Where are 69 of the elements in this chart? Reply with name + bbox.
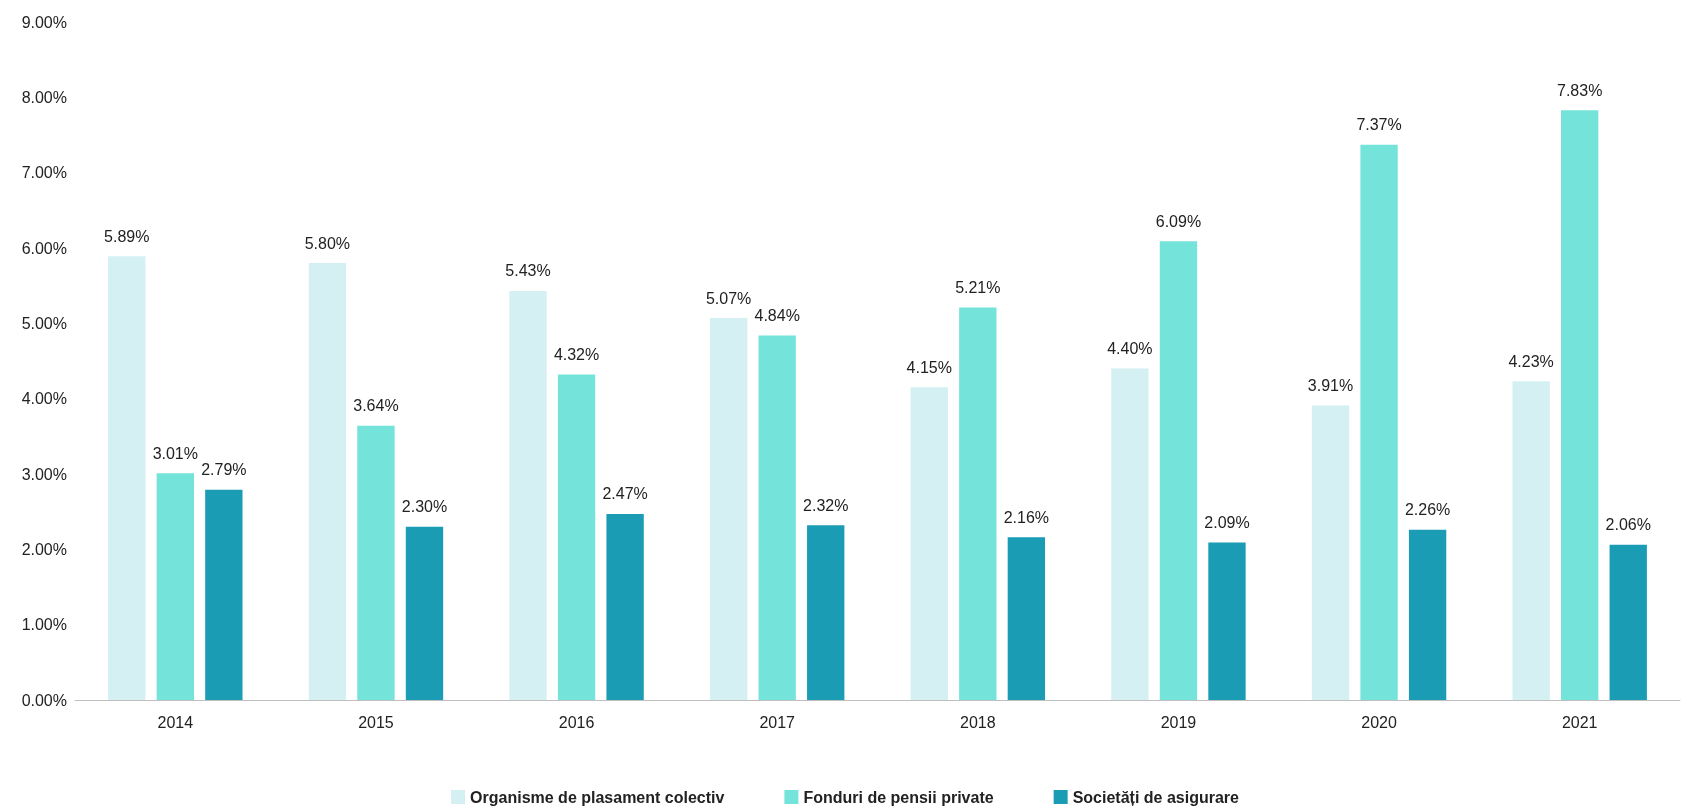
data-label: 4.23% [1508,352,1554,370]
x-tick-label: 2018 [960,713,996,731]
bar [910,387,948,700]
data-label: 4.40% [1107,340,1153,358]
data-label: 2.09% [1204,514,1250,532]
bar [205,489,243,700]
y-tick-label: 0.00% [21,691,67,709]
bar [606,513,644,700]
bar [1512,381,1550,700]
bar [807,525,845,700]
data-label: 4.84% [754,306,800,324]
x-tick-label: 2019 [1160,713,1197,731]
x-tick-label: 2016 [558,713,595,731]
bar [308,263,347,700]
data-label: 5.89% [104,227,150,245]
y-tick-label: 6.00% [21,239,67,257]
data-label: 2.47% [602,485,648,503]
bar [1208,542,1246,700]
y-tick-label: 3.00% [21,465,67,483]
bar [1609,544,1647,700]
x-tick-label: 2014 [157,713,194,731]
data-label: 4.15% [906,358,952,376]
legend-label: Societăți de asigurare [1072,788,1240,806]
legend-label: Fonduri de pensii private [803,788,994,806]
data-label: 5.21% [955,279,1001,297]
data-label: 7.83% [1557,81,1603,99]
bar [108,256,146,700]
data-label: 2.16% [1003,508,1050,526]
bar [1007,537,1046,700]
y-tick-label: 9.00% [21,13,67,31]
x-tick-label: 2021 [1561,713,1598,731]
x-tick-label: 2020 [1361,713,1397,731]
y-tick-label: 7.00% [21,164,67,182]
bar [405,526,444,700]
data-label: 2.30% [401,498,448,516]
data-label: 4.32% [553,346,600,364]
bar [509,290,547,700]
data-label: 7.37% [1356,116,1402,134]
bar [1159,241,1198,700]
bar [709,318,748,700]
x-tick-label: 2017 [759,713,796,731]
data-label: 2.32% [803,496,849,514]
bar [156,473,194,700]
bar [1311,405,1350,700]
data-label: 6.09% [1155,212,1202,230]
bar [357,425,395,700]
y-tick-label: 1.00% [21,616,67,634]
bar [1111,368,1149,700]
data-label: 5.07% [705,289,752,307]
data-label: 3.01% [152,444,198,462]
y-tick-label: 8.00% [21,88,67,106]
data-label: 5.43% [505,262,551,280]
y-tick-label: 2.00% [21,540,67,558]
data-label: 3.91% [1307,376,1354,394]
data-label: 2.06% [1605,516,1651,534]
bar [1408,529,1447,700]
x-tick-label: 2015 [358,713,394,731]
bar [1360,144,1398,700]
data-label: 5.80% [304,234,351,252]
data-label: 2.26% [1404,501,1451,519]
bar [758,335,796,700]
data-label: 2.79% [201,461,247,479]
legend-label: Organisme de plasament colectiv [470,788,725,806]
bar [959,307,997,700]
y-tick-label: 4.00% [21,390,67,408]
y-tick-label: 5.00% [21,314,67,332]
data-label: 3.64% [353,397,399,415]
bar [557,374,596,700]
bar [1561,110,1599,700]
